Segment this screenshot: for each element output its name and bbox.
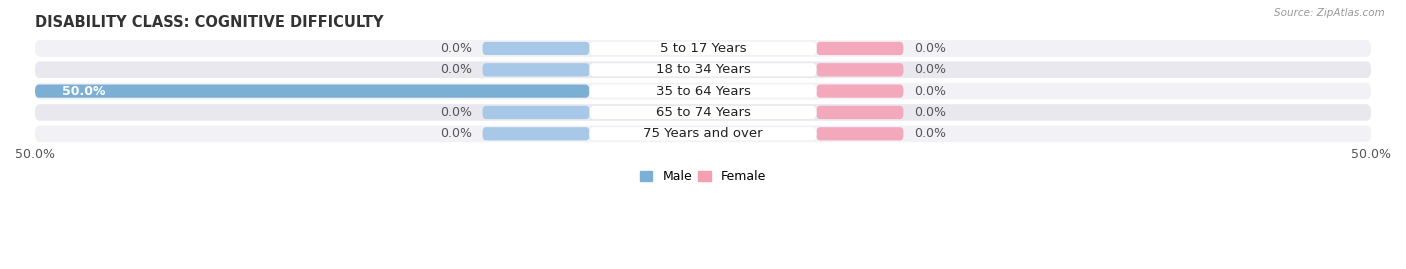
FancyBboxPatch shape [817,84,904,98]
Text: DISABILITY CLASS: COGNITIVE DIFFICULTY: DISABILITY CLASS: COGNITIVE DIFFICULTY [35,15,384,30]
FancyBboxPatch shape [589,63,817,76]
FancyBboxPatch shape [589,127,817,140]
FancyBboxPatch shape [817,42,904,55]
Text: 0.0%: 0.0% [440,106,472,119]
FancyBboxPatch shape [35,40,1371,57]
FancyBboxPatch shape [35,62,1371,78]
Text: 0.0%: 0.0% [914,63,946,76]
Text: 0.0%: 0.0% [914,85,946,98]
FancyBboxPatch shape [589,84,817,98]
Text: 0.0%: 0.0% [914,106,946,119]
Text: 0.0%: 0.0% [440,42,472,55]
FancyBboxPatch shape [35,83,1371,100]
FancyBboxPatch shape [589,106,817,119]
Text: 18 to 34 Years: 18 to 34 Years [655,63,751,76]
FancyBboxPatch shape [817,63,904,76]
Text: 0.0%: 0.0% [914,127,946,140]
FancyBboxPatch shape [482,63,589,76]
Legend: Male, Female: Male, Female [636,165,770,188]
FancyBboxPatch shape [482,127,589,140]
FancyBboxPatch shape [482,106,589,119]
FancyBboxPatch shape [589,42,817,55]
FancyBboxPatch shape [35,125,1371,142]
FancyBboxPatch shape [35,84,589,98]
Text: 0.0%: 0.0% [440,127,472,140]
Text: 0.0%: 0.0% [440,63,472,76]
FancyBboxPatch shape [35,104,1371,121]
Text: Source: ZipAtlas.com: Source: ZipAtlas.com [1274,8,1385,18]
FancyBboxPatch shape [817,127,904,140]
Text: 0.0%: 0.0% [914,42,946,55]
FancyBboxPatch shape [482,42,589,55]
Text: 65 to 74 Years: 65 to 74 Years [655,106,751,119]
Text: 75 Years and over: 75 Years and over [643,127,763,140]
Text: 35 to 64 Years: 35 to 64 Years [655,85,751,98]
FancyBboxPatch shape [817,106,904,119]
Text: 50.0%: 50.0% [62,85,105,98]
Text: 5 to 17 Years: 5 to 17 Years [659,42,747,55]
